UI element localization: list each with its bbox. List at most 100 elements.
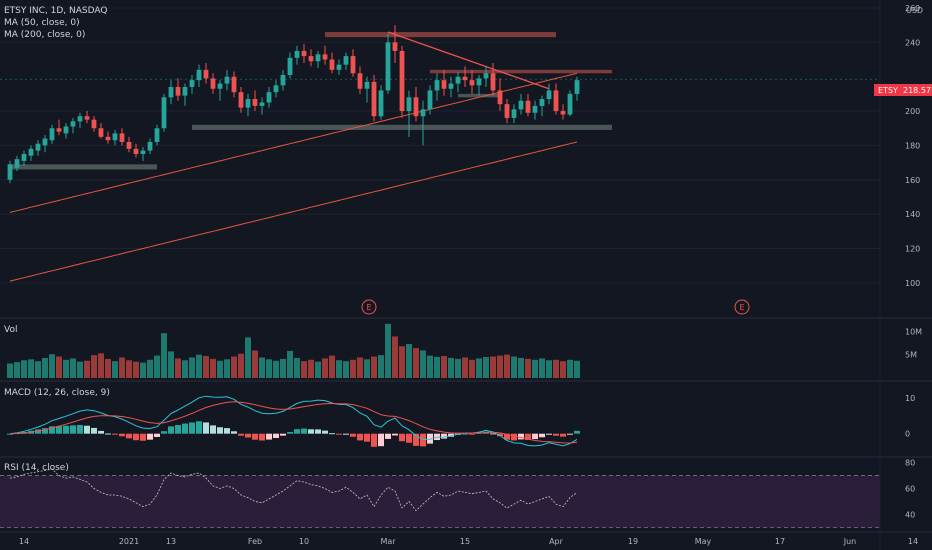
earnings-marker-2[interactable]: E [734, 299, 750, 315]
macd-histogram-bar [84, 425, 90, 434]
candle [203, 62, 209, 84]
candle-body [161, 97, 167, 129]
macd-histogram-bar [49, 426, 55, 434]
candle-body [252, 99, 258, 106]
macd-histogram-bar [112, 433, 118, 435]
volume-bar [504, 354, 510, 378]
candle [476, 74, 482, 96]
candle-body [182, 87, 188, 96]
rsi-pane: 80 60 40 [0, 456, 932, 528]
volume-bar [455, 358, 461, 378]
ma50-line [9, 72, 578, 213]
macd-histogram-bar [413, 433, 419, 446]
price-tick-3: 160 [905, 176, 920, 185]
x-tick-10: 17 [775, 537, 785, 546]
candle [189, 74, 195, 94]
candle-body [77, 116, 83, 122]
candle [497, 78, 503, 112]
volume-bar [238, 353, 244, 378]
candle-body [119, 133, 125, 142]
candle-body [287, 57, 293, 75]
volume-bar [126, 360, 132, 378]
volume-bar [196, 354, 202, 378]
candle-body [448, 83, 454, 89]
ma50-label: MA (50, close, 0) [4, 18, 80, 28]
candle-body [525, 100, 531, 113]
volume-bar [413, 348, 419, 378]
x-tick-3: Feb [248, 537, 262, 546]
macd-histogram-bar [182, 423, 188, 434]
macd-histogram-bar [231, 431, 237, 434]
candle [49, 124, 55, 144]
candle-body [329, 59, 335, 70]
currency-label: USD [906, 6, 923, 15]
price-tick-0: 100 [905, 279, 920, 288]
candle-body [91, 119, 97, 129]
candle [287, 52, 293, 79]
volume-bar [483, 357, 489, 378]
candle-body [189, 80, 195, 88]
macd-histogram-bar [252, 433, 258, 440]
volume-bar [315, 361, 321, 378]
volume-bar [406, 343, 412, 378]
macd-histogram-bar [532, 433, 538, 440]
candle [28, 145, 34, 161]
volume-bar [427, 355, 433, 378]
macd-tick-1: 0 [905, 430, 910, 439]
volume-bar [210, 358, 216, 378]
volume-bar [63, 359, 69, 378]
macd-histogram-bar [525, 433, 531, 441]
macd-histogram-bar [392, 433, 398, 436]
candle-body [406, 97, 412, 112]
x-tick-9: May [695, 537, 712, 546]
candle-body [511, 109, 517, 118]
volume-bar [98, 353, 104, 378]
macd-histogram-bar [7, 433, 13, 435]
candle [364, 76, 370, 103]
rsi-line [9, 468, 578, 512]
candle [560, 104, 566, 120]
candle-body [420, 109, 426, 117]
rsi-tick-2: 40 [905, 510, 915, 519]
earnings-marker-1[interactable]: E [361, 299, 377, 315]
volume-bar [336, 360, 342, 378]
volume-bar [469, 359, 475, 378]
candle [70, 117, 76, 134]
candle [322, 45, 328, 65]
volume-bar [266, 359, 272, 378]
volume-bar [49, 354, 55, 378]
macd-histogram-bar [518, 433, 524, 440]
candle-body [266, 92, 272, 103]
macd-histogram-bar [560, 433, 566, 437]
candle-body [476, 78, 482, 86]
earnings-marker-1-label: E [366, 303, 371, 312]
price-tick-7: 260 [905, 4, 920, 13]
candle-body [399, 50, 405, 112]
candle [63, 123, 69, 139]
macd-histogram-bar [441, 433, 447, 439]
candle-body [574, 80, 580, 94]
candle-body [567, 93, 573, 115]
candle [301, 44, 307, 63]
candle-body [490, 73, 496, 91]
candle-body [532, 105, 538, 113]
candle-body [553, 90, 559, 112]
candle [371, 74, 377, 122]
macd-histogram-bar [448, 433, 454, 437]
candle [98, 123, 104, 139]
volume-bar [539, 358, 545, 378]
macd-histogram-bar [385, 433, 391, 439]
volume-bar [399, 346, 405, 378]
x-tick-11: Jun [843, 537, 857, 546]
price-tick-6: 240 [905, 38, 920, 47]
candle-body [42, 138, 48, 146]
macd-histogram-bar [322, 430, 328, 434]
volume-bar [112, 361, 118, 378]
volume-bar [511, 356, 517, 378]
macd-histogram-bar [63, 425, 69, 434]
volume-bar [203, 356, 209, 378]
candle [448, 76, 454, 98]
macd-histogram-bar [126, 433, 132, 439]
candle-body [140, 150, 146, 154]
candle-body [441, 80, 447, 89]
